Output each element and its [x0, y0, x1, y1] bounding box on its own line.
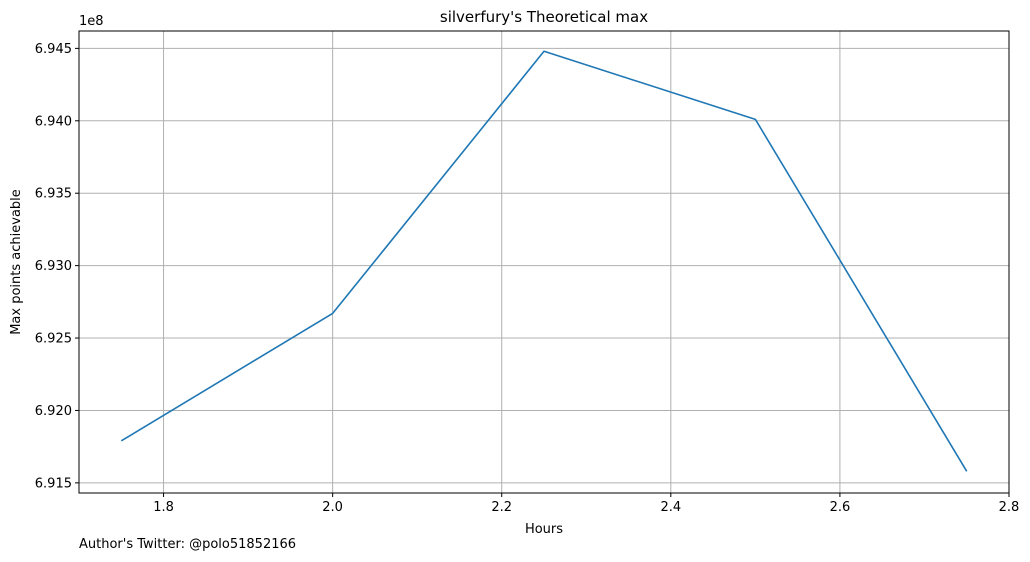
x-tick-label: 1.8 — [153, 500, 174, 515]
y-axis-label: Max points achievable — [9, 189, 24, 335]
author-credit: Author's Twitter: @polo51852166 — [79, 537, 297, 552]
y-axis: 6.915 6.920 6.925 6.930 6.935 6.940 6.945 — [35, 42, 79, 491]
y-tick-label: 6.915 — [35, 476, 72, 491]
y-tick-label: 6.930 — [35, 259, 72, 274]
series-line — [120, 50, 968, 472]
plot-frame — [78, 30, 1010, 494]
x-tick-label: 2.8 — [999, 500, 1020, 515]
x-tick-label: 2.4 — [660, 500, 681, 515]
y-tick-label: 6.920 — [35, 404, 72, 419]
x-tick-label: 2.0 — [322, 500, 343, 515]
y-tick-label: 6.925 — [35, 332, 72, 347]
x-tick-label: 2.2 — [491, 500, 512, 515]
series-layer — [120, 50, 968, 472]
x-tick-label: 2.6 — [830, 500, 851, 515]
y-tick-label: 6.940 — [35, 114, 72, 129]
x-axis-label: Hours — [525, 522, 563, 537]
y-tick-label: 6.945 — [35, 42, 72, 57]
y-tick-label: 6.935 — [35, 187, 72, 202]
grid-lines — [79, 31, 1010, 493]
y-axis-offset-label: 1e8 — [79, 14, 104, 29]
x-axis: 1.8 2.0 2.2 2.4 2.6 2.8 — [153, 493, 1019, 515]
chart-title: silverfury's Theoretical max — [440, 8, 648, 26]
